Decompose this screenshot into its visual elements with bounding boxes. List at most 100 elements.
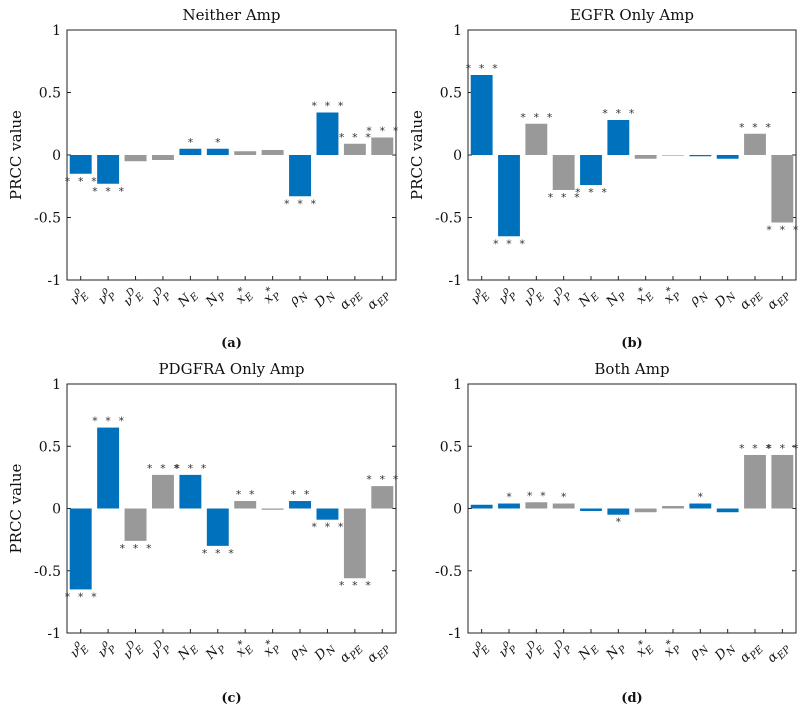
y-tick-label: -1	[47, 273, 61, 289]
bar-2	[97, 155, 120, 184]
significance-label: * * *	[766, 224, 799, 237]
chart-panel-3: PDGFRA Only Amp -1 -0.5 0 0.5 1 PRCC value * * …	[7, 360, 399, 706]
bar-2	[498, 155, 520, 237]
significance-label: * * *	[338, 579, 371, 592]
svg-text:ρN: ρN	[286, 638, 312, 664]
significance-label: * * *	[146, 462, 179, 475]
significance-label: * * *	[738, 121, 771, 134]
y-tick-label: -0.5	[34, 211, 61, 227]
y-tick-label: 0.5	[39, 439, 61, 455]
bar-4	[151, 474, 174, 509]
bar-11	[343, 143, 366, 155]
svg-text:νρE: νρE	[466, 637, 493, 664]
x-tick-label: NP	[603, 644, 629, 664]
significance-label: * * *	[547, 191, 580, 204]
significance-label: *	[187, 136, 194, 149]
y-tick-label: 0	[52, 148, 61, 164]
x-tick-label: ρN	[686, 285, 712, 311]
bar-2	[498, 503, 520, 509]
significance-label: * * *	[311, 100, 344, 113]
x-tick-label: x*E	[634, 639, 658, 660]
svg-text:x*P: x*P	[259, 284, 284, 309]
significance-label: *	[214, 136, 221, 149]
x-tick-label: ρN	[286, 638, 312, 664]
x-tick-label: NE	[175, 644, 202, 664]
significance-label: * * *	[311, 521, 344, 534]
y-axis-label: PRCC value	[7, 463, 25, 553]
significance-label: * * *	[465, 62, 498, 75]
x-tick-label: αPE	[337, 639, 366, 668]
x-tick-label: νρE	[68, 286, 93, 309]
bar-2	[97, 427, 120, 509]
significance-label: * * *	[174, 462, 207, 475]
bar-9	[289, 155, 312, 197]
x-tick-label: ρN	[286, 290, 312, 309]
bar-10	[316, 112, 339, 155]
y-tick-label: 0.5	[440, 86, 462, 102]
x-tick-label: αEP	[764, 286, 793, 315]
y-tick-label: 1	[52, 377, 61, 393]
x-tick-label: x*E	[233, 286, 257, 307]
chart-panel-1: Neither Amp -1 -0.5 0 0.5 1 PRCC value * * * νρE…	[7, 6, 399, 351]
svg-text:ρN: ρN	[686, 285, 712, 311]
significance-label: * *	[290, 488, 310, 501]
significance-label: * * *	[283, 197, 316, 210]
svg-text:αPE: αPE	[737, 286, 766, 315]
chart-title: PDGFRA Only Amp	[158, 360, 304, 378]
svg-text:x*P: x*P	[659, 637, 684, 662]
significance-label: * * *	[738, 442, 771, 455]
bar-11	[343, 508, 366, 579]
chart-title: EGFR Only Amp	[570, 6, 694, 24]
bar-3	[124, 155, 147, 162]
bar-3	[124, 508, 147, 541]
x-tick-label: νρE	[65, 637, 93, 664]
bar-7	[234, 151, 257, 155]
svg-text:DN: DN	[712, 638, 740, 666]
svg-text:αEP: αEP	[364, 286, 393, 315]
bar-5	[580, 508, 602, 511]
svg-text:νρE: νρE	[65, 637, 92, 664]
x-tick-label: NE	[575, 286, 602, 313]
y-tick-label: 1	[453, 377, 462, 393]
x-tick-label: νρP	[95, 285, 119, 308]
bar-4	[552, 503, 575, 509]
x-tick-label: x*P	[261, 638, 284, 659]
x-tick-label: x*E	[233, 639, 257, 660]
significance-label: * * *	[92, 185, 125, 198]
svg-text:νDP: νDP	[547, 637, 575, 665]
svg-text:αPE: αPE	[337, 639, 366, 668]
significance-label: *	[697, 491, 704, 504]
y-axis-label: PRCC value	[7, 110, 25, 200]
bar-7	[634, 155, 657, 159]
significance-label: * * *	[766, 442, 799, 455]
bar-10	[316, 508, 339, 520]
bar-1	[470, 75, 493, 155]
svg-text:νDE: νDE	[520, 284, 548, 312]
bar-12	[371, 137, 394, 155]
x-tick-label: νρP	[496, 285, 520, 308]
significance-label: *	[560, 491, 567, 504]
y-tick-label: -1	[448, 626, 462, 642]
svg-text:NE: NE	[575, 286, 602, 313]
significance-label: * * *	[338, 131, 371, 144]
svg-text:νDE: νDE	[119, 637, 147, 665]
significance-label: * * *	[366, 473, 399, 486]
x-tick-label: αPE	[337, 291, 366, 313]
x-tick-label: νρE	[466, 637, 493, 664]
y-tick-label: 0.5	[440, 439, 462, 455]
bar-7	[234, 501, 257, 509]
svg-text:αEP: αEP	[764, 286, 793, 315]
y-tick-label: -1	[448, 273, 462, 289]
y-tick-label: 1	[52, 23, 61, 39]
bar-1	[69, 508, 92, 590]
x-tick-label: DN	[311, 290, 339, 311]
svg-text:ρN: ρN	[686, 638, 712, 664]
bar-9	[689, 155, 712, 157]
x-tick-label: νDE	[520, 284, 548, 312]
x-tick-label: NP	[203, 291, 229, 311]
x-tick-label: νDP	[549, 285, 574, 309]
chart-panel-2: EGFR Only Amp -1 -0.5 0 0.5 1 PRCC value * * * ν…	[408, 6, 799, 351]
svg-text:νDP: νDP	[147, 284, 175, 312]
x-tick-label: NP	[203, 639, 229, 665]
svg-text:NP: NP	[203, 639, 229, 665]
